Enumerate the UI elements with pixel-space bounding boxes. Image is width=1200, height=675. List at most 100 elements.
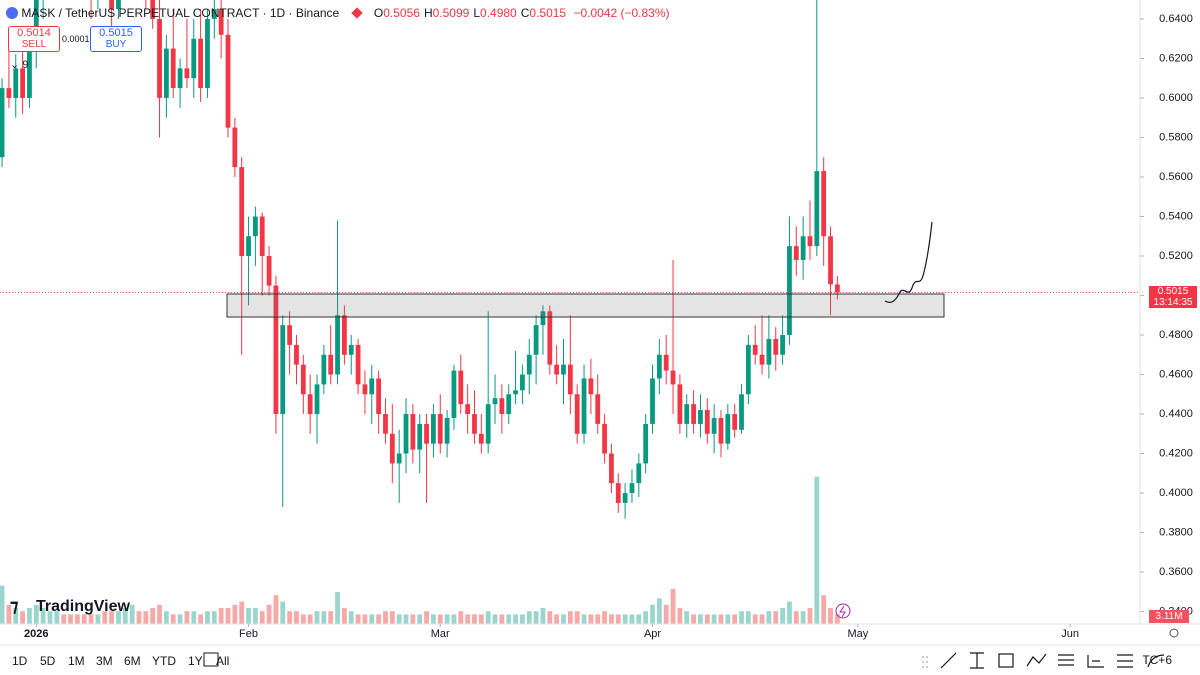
volume-bar xyxy=(540,608,546,624)
volume-bar xyxy=(691,614,696,624)
candle-body xyxy=(294,344,299,365)
volume-bar xyxy=(27,608,32,624)
volume-bar xyxy=(383,611,388,624)
buy-button[interactable]: 0.5015 BUY xyxy=(90,26,142,52)
volume-bar xyxy=(33,604,39,624)
candle-body xyxy=(684,404,690,424)
tool-measure[interactable] xyxy=(1087,655,1104,668)
brand-logo: ⁊ xyxy=(10,596,18,615)
buy-price: 0.5015 xyxy=(99,27,133,39)
candle-body xyxy=(20,68,25,98)
volume-bar xyxy=(431,614,436,624)
candle-body xyxy=(273,285,279,415)
candle-body xyxy=(403,414,409,454)
date-range-icon[interactable] xyxy=(203,652,219,667)
brand: TradingView xyxy=(36,598,131,615)
ohlc-value: 0.5056 xyxy=(383,6,420,20)
legend-header: MASK / TetherUS PERPETUAL CONTRACT · 1D … xyxy=(6,6,670,20)
range-button[interactable]: 1M xyxy=(68,654,85,668)
candle-body xyxy=(704,410,710,434)
candle-body xyxy=(732,414,738,430)
tool-path[interactable] xyxy=(1026,653,1047,667)
volume-bar xyxy=(615,614,621,624)
range-button[interactable]: YTD xyxy=(152,654,176,668)
volume-bar xyxy=(300,614,306,624)
volume-bar xyxy=(677,608,683,624)
range-button[interactable]: 5D xyxy=(40,654,56,668)
tool-cursor[interactable] xyxy=(970,652,984,669)
volume-bar xyxy=(561,614,566,624)
range-button[interactable]: All xyxy=(216,654,230,668)
candle-body xyxy=(205,18,210,89)
volume-bar xyxy=(793,611,799,624)
candle-body xyxy=(383,414,388,434)
ohlc-value: 0.4980 xyxy=(480,6,517,20)
range-button[interactable]: 1Y xyxy=(188,654,203,668)
volume-bar xyxy=(780,608,785,624)
candle-body xyxy=(629,483,635,494)
range-button[interactable]: 3M xyxy=(96,654,113,668)
volume-bar xyxy=(506,614,512,624)
candle-body xyxy=(300,364,306,395)
candle-body xyxy=(492,398,498,405)
volume-bar xyxy=(588,614,594,624)
candle-body xyxy=(773,338,779,355)
candle-body xyxy=(252,216,258,237)
volume-bar xyxy=(116,611,121,624)
volume-bar xyxy=(143,611,149,624)
range-button[interactable]: 1D xyxy=(12,654,28,668)
candle-body xyxy=(711,417,717,434)
candle-body xyxy=(280,325,286,415)
candle-body xyxy=(766,338,772,365)
candle-body xyxy=(574,394,580,434)
volume-bar xyxy=(6,604,12,624)
volume-bar xyxy=(554,614,560,624)
volume-bar xyxy=(403,614,409,624)
candle-body xyxy=(622,493,628,503)
spread: 0.0001 xyxy=(62,34,90,44)
candle-body xyxy=(725,414,731,444)
indicators-toggle[interactable]: ⌄ 9 xyxy=(10,59,29,71)
y-tick-label: 0.4000 xyxy=(1159,487,1193,499)
volume-bar xyxy=(389,611,395,624)
candle-body xyxy=(396,453,402,464)
timezone[interactable]: TC+6 xyxy=(1142,653,1172,667)
tool-rect[interactable] xyxy=(998,653,1014,668)
y-tick-label: 0.6200 xyxy=(1159,52,1193,64)
candle-body xyxy=(787,246,792,336)
candle-body xyxy=(472,414,477,434)
price-tag-value: 0.5015 xyxy=(1157,286,1189,297)
tool-trendline[interactable] xyxy=(940,652,957,669)
candle-body xyxy=(116,0,121,10)
tool-brush[interactable] xyxy=(1147,654,1165,668)
tool-fib[interactable] xyxy=(1058,654,1074,666)
volume-bar xyxy=(711,614,717,624)
volume-bar xyxy=(109,611,114,624)
x-tick-label: Jun xyxy=(1061,628,1079,640)
volume-bar xyxy=(294,611,299,624)
candle-body xyxy=(752,344,758,355)
sell-button[interactable]: 0.5014 SELL xyxy=(8,26,60,52)
volume-bar xyxy=(636,614,642,624)
candle-body xyxy=(821,171,827,237)
volume-layer xyxy=(0,476,840,624)
candle-body xyxy=(650,378,655,424)
y-tick-label: 0.4400 xyxy=(1159,408,1193,420)
volume-bar xyxy=(807,608,813,624)
drawing-tools[interactable] xyxy=(940,652,1165,669)
candle-body xyxy=(321,354,327,385)
settings-icon[interactable] xyxy=(1169,628,1179,638)
candle-body xyxy=(27,48,32,98)
candle-body xyxy=(643,423,649,464)
candle-body xyxy=(225,34,231,128)
candle-body xyxy=(307,394,313,415)
range-button[interactable]: 6M xyxy=(124,654,141,668)
x-tick-label: Feb xyxy=(239,628,258,640)
alert-icon[interactable] xyxy=(835,603,851,619)
candle-body xyxy=(547,311,553,365)
tool-pattern[interactable] xyxy=(1117,654,1133,668)
ohlc-value: 0.5099 xyxy=(432,6,470,20)
y-tick-label: 0.5200 xyxy=(1159,250,1193,262)
volume-bar xyxy=(745,611,751,624)
